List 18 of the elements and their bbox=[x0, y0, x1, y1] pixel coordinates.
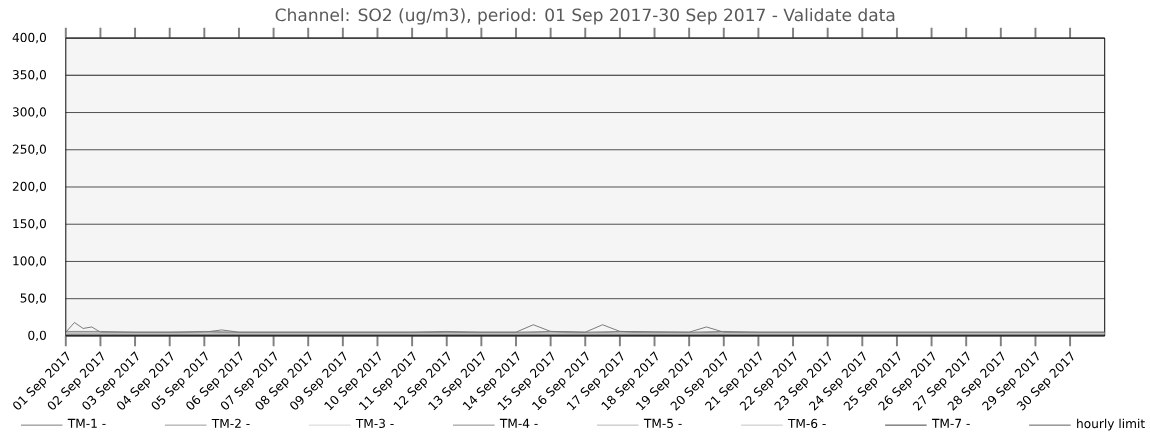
legend-label: TM-5 - bbox=[643, 418, 682, 428]
y-tick-label: 100,0 bbox=[13, 255, 47, 267]
y-tick-label: 150,0 bbox=[13, 218, 47, 230]
y-tick-label: 50,0 bbox=[20, 293, 47, 304]
y-tick-label: 250,0 bbox=[12, 144, 47, 155]
legend-label: TM-7 - bbox=[931, 418, 970, 428]
legend-label: TM-1 - bbox=[67, 418, 106, 428]
legend-label: TM-4 - bbox=[499, 418, 538, 428]
y-tick-label: 300,0 bbox=[12, 107, 47, 118]
y-tick-label: 400,0 bbox=[12, 32, 47, 44]
y-tick-label: 0,0 bbox=[28, 330, 47, 341]
legend-label: TM-3 - bbox=[355, 418, 394, 428]
y-tick-label: 200,0 bbox=[12, 181, 47, 192]
legend-label: TM-2 - bbox=[211, 418, 250, 428]
legend-label: TM-6 - bbox=[787, 418, 826, 428]
chart-title: Channel: SO2 (ug/m3), period: 01 Sep 2017-30 Sep 2017 - Validate data bbox=[275, 7, 895, 25]
y-tick-label: 350,0 bbox=[12, 69, 47, 81]
legend-label: hourly limit bbox=[1077, 418, 1145, 431]
